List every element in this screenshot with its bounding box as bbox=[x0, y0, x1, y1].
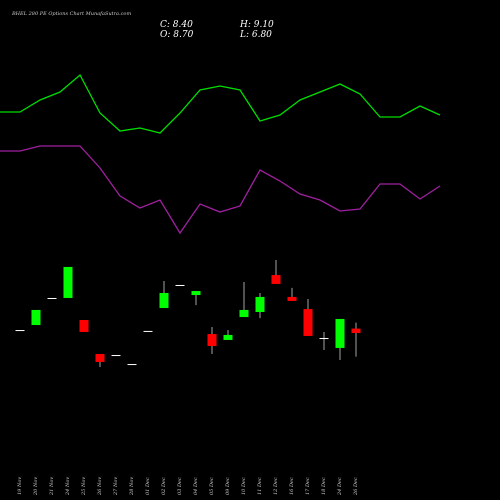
x-tick-label: 12 Dec bbox=[273, 477, 279, 495]
candle-body bbox=[47, 297, 57, 299]
candle-body bbox=[79, 320, 89, 332]
candle-body bbox=[63, 266, 73, 298]
candle-body bbox=[335, 318, 345, 348]
candle-body bbox=[255, 296, 265, 313]
x-tick-label: 28 Nov bbox=[129, 477, 135, 496]
x-tick-label: 01 Dec bbox=[145, 477, 151, 495]
close-label: C: 8.40 bbox=[160, 20, 193, 30]
x-tick-label: 11 Dec bbox=[257, 477, 263, 495]
indicator-line bbox=[0, 73, 441, 134]
candle-body bbox=[191, 291, 201, 296]
x-tick-label: 18 Dec bbox=[321, 477, 327, 495]
x-tick-label: 03 Dec bbox=[177, 477, 183, 495]
open-label: O: 8.70 bbox=[160, 30, 194, 40]
chart-title: BHEL 280 PE Options Chart MunafaSutra.co… bbox=[11, 11, 131, 17]
x-tick-label: 17 Dec bbox=[305, 477, 311, 495]
candle-body bbox=[303, 309, 313, 336]
x-tick-label: 26 Nov bbox=[97, 477, 103, 496]
low-label: L: 6.80 bbox=[239, 30, 272, 40]
x-tick-label: 05 Dec bbox=[209, 477, 215, 495]
indicator-line bbox=[0, 145, 441, 235]
candle-body bbox=[351, 328, 361, 334]
candle-body bbox=[239, 309, 249, 318]
candle-body bbox=[207, 334, 217, 347]
candle-body bbox=[111, 355, 121, 357]
x-tick-label: 21 Nov bbox=[49, 477, 55, 496]
x-tick-label: 16 Dec bbox=[289, 477, 295, 495]
x-tick-label: 25 Nov bbox=[81, 477, 87, 496]
candle-body bbox=[223, 334, 233, 340]
candle-body bbox=[175, 284, 185, 286]
candle-body bbox=[287, 296, 297, 301]
candle-body bbox=[95, 353, 105, 362]
x-tick-label: 20 Nov bbox=[33, 477, 39, 496]
candle-body bbox=[319, 338, 329, 340]
x-tick-label: 10 Dec bbox=[241, 477, 247, 495]
x-tick-label: 09 Dec bbox=[225, 477, 231, 495]
x-tick-label: 24 Nov bbox=[65, 477, 71, 496]
x-tick-label: 27 Nov bbox=[113, 477, 119, 496]
candle-body bbox=[159, 292, 169, 309]
candle-body bbox=[31, 309, 41, 326]
x-tick-label: 26 Dec bbox=[353, 477, 359, 496]
candle-body bbox=[271, 275, 281, 284]
candle-body bbox=[143, 330, 153, 332]
x-tick-label: 19 Nov bbox=[17, 477, 23, 495]
high-label: H: 9.10 bbox=[239, 20, 274, 30]
candle-body bbox=[15, 330, 25, 332]
x-tick-label: 04 Dec bbox=[193, 477, 199, 495]
x-tick-label: 02 Dec bbox=[161, 477, 167, 495]
candle-body bbox=[127, 364, 137, 366]
x-tick-label: 24 Dec bbox=[337, 477, 343, 496]
